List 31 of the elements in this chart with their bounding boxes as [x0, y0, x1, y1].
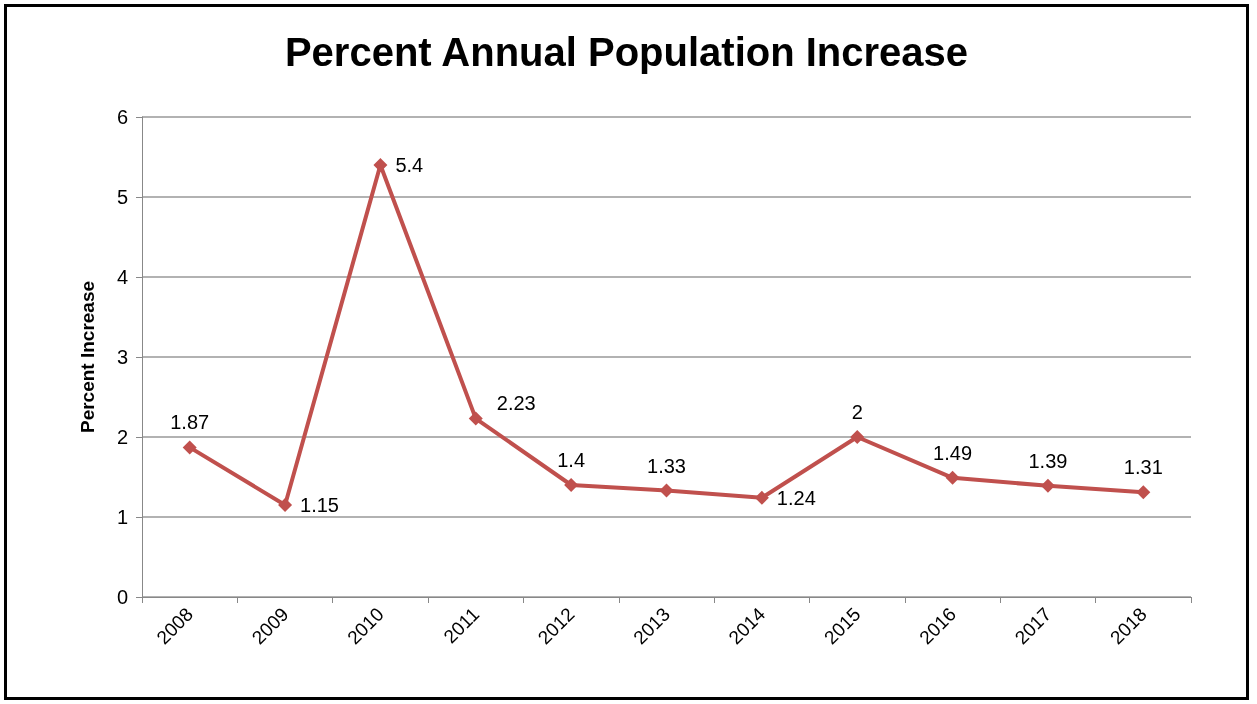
chart-title: Percent Annual Population Increase [284, 30, 969, 74]
y-axis-title: Percent Increase [77, 280, 98, 434]
data-label: 2.23 [496, 391, 536, 414]
y-tick-label: 6 [116, 106, 128, 128]
y-tick-label: 0 [116, 586, 128, 608]
point [564, 478, 579, 492]
point [754, 490, 769, 505]
data-label: 1.39 [1028, 449, 1068, 472]
point [1136, 485, 1151, 500]
y-tick-label: 4 [116, 266, 128, 288]
point [468, 411, 483, 426]
point [850, 430, 865, 444]
point [278, 498, 293, 512]
data-label: 1.31 [1123, 456, 1163, 479]
data-label: 1.24 [776, 486, 816, 509]
data-label: 5.4 [395, 154, 424, 176]
point [373, 158, 388, 172]
data-label: 2 [851, 401, 863, 423]
data-label: 1.15 [300, 494, 339, 516]
data-label: 1.49 [933, 441, 973, 464]
point [659, 483, 674, 498]
data-label: 1.4 [557, 449, 586, 471]
y-tick-label: 5 [116, 186, 128, 208]
y-tick-label: 3 [116, 346, 128, 368]
point [1040, 478, 1055, 493]
data-label: 1.33 [647, 454, 686, 477]
data-label: 1.87 [170, 411, 210, 434]
point [945, 470, 960, 485]
y-tick-label: 2 [116, 426, 128, 448]
point [182, 440, 197, 455]
y-tick-label: 1 [116, 506, 128, 528]
